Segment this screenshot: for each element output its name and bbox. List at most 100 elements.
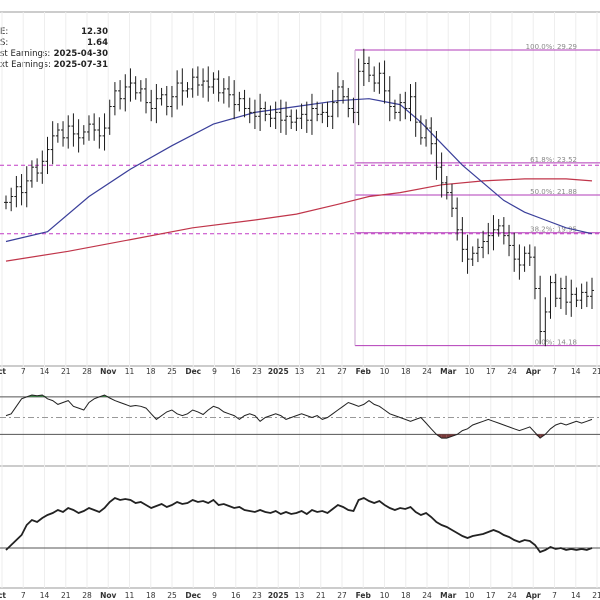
fib-label: 38.2%: 19.95 [530, 226, 577, 234]
x-tick-label: 2025 [268, 367, 289, 376]
fib-label: 61.8%: 23.52 [530, 156, 577, 164]
price-bar [164, 85, 169, 116]
x-tick-label: 18 [146, 591, 156, 600]
x-tick-label: 18 [401, 367, 411, 376]
price-bar [558, 277, 563, 310]
fib-label: 100.0%: 29.29 [526, 43, 577, 51]
price-bar [392, 99, 397, 120]
info-value: 1.64 [87, 38, 108, 48]
x-tick-label: 28 [82, 367, 92, 376]
x-tick-label: 23 [252, 591, 262, 600]
x-tick-label: ct [0, 591, 6, 600]
x-tick-label: 25 [167, 591, 177, 600]
price-bar [455, 197, 460, 241]
price-bar [226, 76, 231, 108]
price-bar [86, 115, 91, 141]
price-bar [221, 78, 226, 104]
x-tick-label: 14 [40, 367, 50, 376]
x-tick-label: Feb [356, 367, 372, 376]
price-bar [304, 101, 309, 133]
price-bar [465, 234, 470, 274]
price-bar [128, 68, 133, 102]
price-bar [356, 58, 361, 126]
x-tick-label: 16 [231, 367, 241, 376]
price-bar [325, 101, 330, 128]
fib-label: 0.0%: 14.18 [535, 339, 577, 347]
x-tick-label: 7 [552, 367, 557, 376]
x-tick-label: 23 [252, 367, 262, 376]
price-bar [553, 273, 558, 308]
price-bar [247, 97, 252, 124]
price-bar [24, 166, 29, 208]
price-bar [9, 187, 14, 212]
price-bar [211, 72, 216, 94]
price-bar [40, 150, 45, 184]
price-bar [169, 85, 174, 118]
x-tick-label: Nov [100, 591, 116, 600]
x-tick-label: 14 [571, 367, 581, 376]
x-tick-label: Mar [440, 591, 457, 600]
price-bar [387, 76, 392, 122]
price-bar [346, 87, 351, 118]
price-bar [144, 78, 149, 114]
x-tick-label: 21 [592, 367, 600, 376]
price-bar [50, 121, 55, 165]
x-tick-label: 24 [507, 591, 517, 600]
x-tick-label: Feb [356, 591, 372, 600]
price-bar [273, 101, 278, 130]
price-bar [449, 183, 454, 218]
x-tick-label: 10 [380, 591, 390, 600]
price-bar [289, 109, 294, 130]
price-bar [470, 246, 475, 266]
price-bar [418, 115, 423, 145]
price-bar [564, 275, 569, 315]
price-bar [491, 215, 496, 251]
info-label: E: [0, 27, 8, 37]
x-tick-label: 9 [212, 367, 217, 376]
x-tick-label: 21 [61, 367, 71, 376]
gridlines [1, 12, 598, 588]
price-bar [237, 91, 242, 112]
info-label: st Earnings: [0, 49, 50, 59]
price-bar [195, 66, 200, 96]
price-bar [216, 70, 221, 102]
price-bar [268, 105, 273, 128]
price-bar [107, 99, 112, 135]
x-tick-label: Dec [185, 591, 201, 600]
price-bar [579, 283, 584, 310]
price-bar [102, 113, 107, 151]
price-bar [496, 219, 501, 237]
price-bar [512, 232, 517, 272]
price-bar [569, 279, 574, 317]
x-tick-label: 18 [401, 591, 411, 600]
price-bar [320, 103, 325, 124]
price-bar [232, 80, 237, 120]
x-tick-label: 11 [125, 367, 135, 376]
price-bar [92, 113, 97, 141]
price-bar [4, 195, 8, 210]
x-tick-label: 7 [21, 367, 26, 376]
price-bar [429, 117, 434, 155]
price-bar [278, 99, 283, 133]
oscillator-panel [0, 394, 600, 439]
price-bar [361, 48, 366, 86]
price-bar [149, 89, 154, 122]
price-bar [284, 101, 289, 135]
price-bar [294, 109, 299, 131]
price-bar [61, 121, 66, 147]
x-tick-label: Apr [526, 591, 541, 600]
support-levels [0, 164, 600, 235]
price-bar [584, 281, 589, 308]
x-tick-label: 24 [507, 367, 517, 376]
price-bar [460, 217, 465, 263]
price-bar [175, 70, 180, 110]
price-bar [330, 89, 335, 130]
x-tick-label: 17 [486, 367, 496, 376]
indicator-line [5, 496, 593, 554]
price-bar [35, 158, 40, 182]
price-bar [263, 101, 268, 122]
x-tick-label: 9 [212, 591, 217, 600]
price-bar [118, 80, 123, 110]
